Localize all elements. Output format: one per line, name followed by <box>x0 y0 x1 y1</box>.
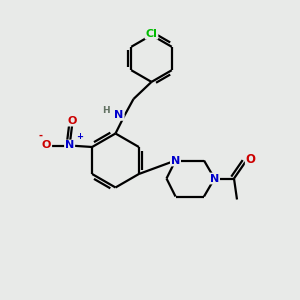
Text: O: O <box>42 140 51 151</box>
Text: O: O <box>67 116 77 126</box>
Text: O: O <box>246 152 256 166</box>
Text: +: + <box>76 132 83 141</box>
Text: N: N <box>210 173 219 184</box>
Text: N: N <box>171 155 180 166</box>
Text: H: H <box>102 106 110 116</box>
Text: -: - <box>39 131 43 141</box>
Text: N: N <box>65 140 74 151</box>
Text: N: N <box>115 110 124 120</box>
Text: Cl: Cl <box>146 28 158 39</box>
